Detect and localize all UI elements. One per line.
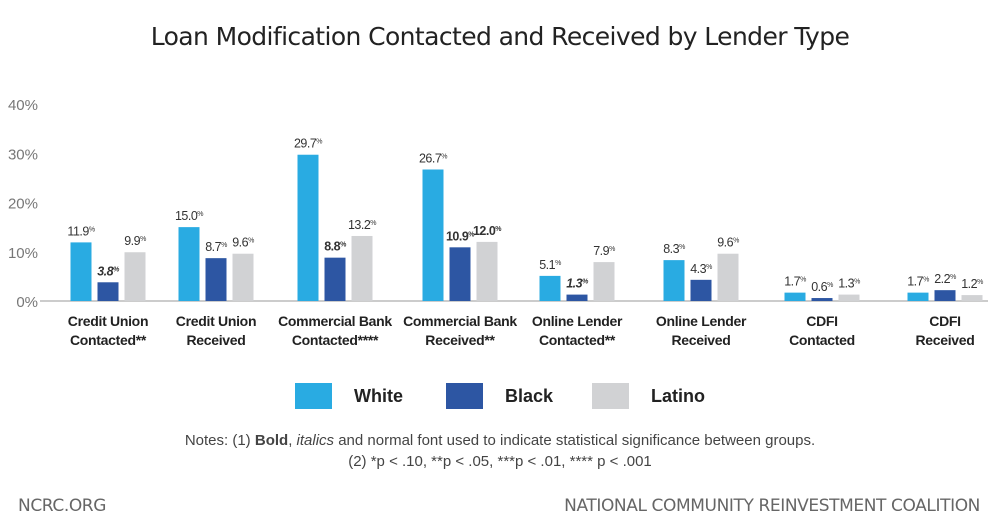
bar-value-label: 3.8% [97, 264, 120, 278]
legend-item-black: Black [446, 383, 553, 409]
x-category-label: Commercial Bank [278, 313, 392, 329]
bar-white [422, 169, 444, 301]
bar-value-label: 8.3% [663, 242, 685, 256]
chart-title: Loan Modification Contacted and Received… [150, 22, 850, 51]
bar-black [324, 257, 346, 301]
x-category-label: Online Lender [656, 313, 747, 329]
notes: Notes: (1) Bold, italics and normal font… [0, 430, 1000, 472]
footer-site: NCRC.ORG [18, 496, 106, 516]
bar-value-label: 1.3% [838, 277, 860, 291]
bar-value-label: 13.2% [348, 218, 376, 232]
bar-value-label: 11.9% [67, 224, 94, 238]
x-category-label: Contacted** [539, 332, 616, 348]
legend-label-white: White [354, 385, 403, 406]
x-category-label: Received [915, 332, 974, 348]
bar-value-label: 8.8% [324, 240, 347, 254]
bar-latino [717, 253, 739, 301]
bar-labels-group: 11.9% 3.8% 9.9% 15.0% 8.7% 9.6% 29.7% 8.8%13.2%… [67, 137, 983, 294]
bar-white [784, 292, 806, 301]
legend-item-latino: Latino [592, 383, 705, 409]
bar-value-label: 1.7% [907, 275, 929, 289]
bar-value-label: 9.6% [717, 236, 739, 250]
notes-bold: Bold [254, 432, 289, 449]
notes-italic: italics [296, 432, 335, 449]
bar-value-label: 12.0% [473, 224, 502, 238]
bar-value-label: 9.6% [232, 236, 254, 250]
bar-latino [351, 235, 373, 301]
bar-white [907, 292, 929, 301]
bar-black [205, 258, 227, 301]
x-category-label: Credit Union [68, 313, 148, 329]
x-axis-labels: Credit Union Contacted** Credit Union Recei… [68, 313, 975, 348]
bar-white [70, 242, 92, 301]
x-category-label: Credit Union [176, 313, 256, 329]
x-category-label: Contacted [789, 332, 855, 348]
bar-value-label: 29.7% [294, 137, 322, 151]
bar-black [449, 247, 471, 301]
bar-value-label: 26.7% [419, 152, 447, 166]
notes-sep: , [288, 432, 297, 449]
bar-black [934, 290, 956, 301]
bar-value-label: 4.3% [690, 262, 712, 276]
bar-value-label: 15.0% [175, 209, 203, 223]
bar-black [566, 294, 588, 301]
bar-latino [232, 253, 254, 301]
x-category-label: Contacted**** [292, 332, 379, 348]
notes-suffix: and normal font used to indicate statist… [334, 432, 816, 449]
bar-value-label: 1.2% [961, 277, 983, 291]
bar-black [811, 298, 833, 301]
bar-white [663, 260, 685, 301]
x-category-label: Received** [425, 332, 495, 348]
y-axis: 0% 10% 20% 30% 40% [8, 97, 38, 311]
bar-value-label: 7.9% [593, 244, 615, 258]
bar-value-label: 10.9% [446, 229, 475, 243]
x-category-label: Received [671, 332, 730, 348]
bar-black [97, 282, 119, 301]
bar-chart: 0% 10% 20% 30% 40% 11.9% 3.8% 9.9% 15.0% 8.7% 9.6… [8, 97, 988, 348]
bar-value-label: 9.9% [124, 234, 146, 248]
x-category-label: Online Lender [532, 313, 623, 329]
notes-line-2: (2) *p < .10, **p < .05, ***p < .01, ***… [348, 453, 652, 470]
legend: White Black Latino [0, 383, 1000, 409]
y-tick-label: 0% [16, 294, 38, 311]
legend-swatch-black [446, 383, 483, 409]
legend-swatch-latino [592, 383, 629, 409]
footer-org: NATIONAL COMMUNITY REINVESTMENT COALITIO… [564, 496, 980, 516]
bar-value-label: 1.7% [784, 275, 806, 289]
bar-value-label: 0.6% [811, 280, 833, 294]
legend-label-black: Black [505, 385, 554, 406]
bar-latino [124, 252, 146, 301]
bar-value-label: 5.1% [539, 258, 561, 272]
bar-value-label: 2.2% [934, 272, 956, 286]
bar-white [178, 227, 200, 301]
bar-white [539, 275, 561, 301]
bar-black [690, 279, 712, 301]
x-category-label: Received [186, 332, 245, 348]
y-tick-label: 20% [8, 196, 38, 213]
x-category-label: CDFI [806, 313, 837, 329]
bars-group [70, 154, 983, 301]
x-category-label: Commercial Bank [403, 313, 517, 329]
bar-value-label: 8.7% [205, 240, 227, 254]
legend-swatch-white [295, 383, 332, 409]
y-tick-label: 30% [8, 146, 38, 163]
notes-prefix: Notes: (1) [184, 432, 255, 449]
x-category-label: Contacted** [70, 332, 147, 348]
bar-latino [476, 241, 498, 301]
x-category-label: CDFI [929, 313, 960, 329]
bar-latino [838, 294, 860, 301]
legend-label-latino: Latino [651, 385, 705, 406]
bar-latino [593, 262, 615, 301]
legend-item-white: White [295, 383, 403, 409]
y-tick-label: 40% [8, 97, 38, 114]
notes-line-1: Notes: (1) Bold, italics and normal font… [0, 430, 1000, 451]
bar-white [297, 154, 319, 301]
y-tick-label: 10% [8, 245, 38, 262]
bar-value-label: 1.3% [566, 277, 589, 291]
bar-latino [961, 295, 983, 301]
